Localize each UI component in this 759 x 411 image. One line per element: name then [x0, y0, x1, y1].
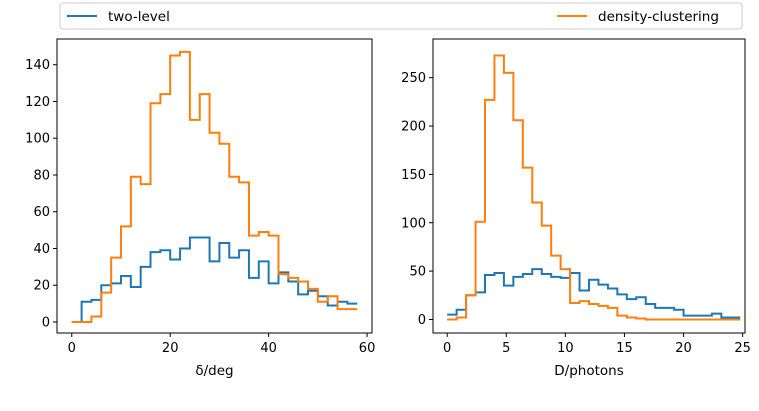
y-tick-label: 0 — [42, 315, 50, 330]
y-tick-label: 20 — [33, 279, 50, 294]
y-tick-label: 100 — [401, 216, 426, 231]
y-tick-label: 80 — [33, 168, 50, 183]
y-tick-label: 40 — [33, 242, 50, 257]
x-tick-label: 5 — [502, 341, 510, 356]
legend-label-two-level: two-level — [108, 9, 170, 25]
x-tick-label: 10 — [557, 341, 574, 356]
x-tick-label: 20 — [162, 341, 179, 356]
axes-frame — [56, 38, 373, 334]
x-tick-label: 60 — [359, 341, 376, 356]
x-tick-label: 15 — [616, 341, 633, 356]
legend-label-density-clustering: density-clustering — [598, 9, 719, 25]
legend-frame — [59, 2, 743, 30]
x-tick-label: 0 — [68, 341, 76, 356]
x-axis-label: D/photons — [554, 363, 623, 379]
y-tick-label: 140 — [25, 58, 50, 73]
y-tick-label: 200 — [401, 120, 426, 135]
series-line-density-clustering — [447, 54, 741, 321]
x-tick-label: 40 — [260, 341, 277, 356]
y-tick-label: 120 — [25, 95, 50, 110]
y-tick-label: 150 — [401, 168, 426, 183]
x-tick-label: 0 — [443, 341, 451, 356]
axes-frame — [432, 38, 746, 334]
y-tick-label: 250 — [401, 71, 426, 86]
x-tick-label: 20 — [675, 341, 692, 356]
series-line-two-level — [447, 268, 741, 319]
y-tick-label: 0 — [418, 313, 426, 328]
x-tick-label: 25 — [734, 341, 751, 356]
series-line-two-level — [71, 236, 358, 323]
y-tick-label: 100 — [25, 132, 50, 147]
series-line-density-clustering — [71, 50, 358, 323]
y-tick-label: 60 — [33, 205, 50, 220]
y-tick-label: 50 — [409, 265, 426, 280]
chart-panel-left: 0 20 40 60 0 20 40 60 80 100 120 140 δ/deg — [25, 38, 376, 379]
x-axis-label: δ/deg — [195, 363, 233, 379]
legend: two-level density-clustering — [59, 2, 743, 30]
